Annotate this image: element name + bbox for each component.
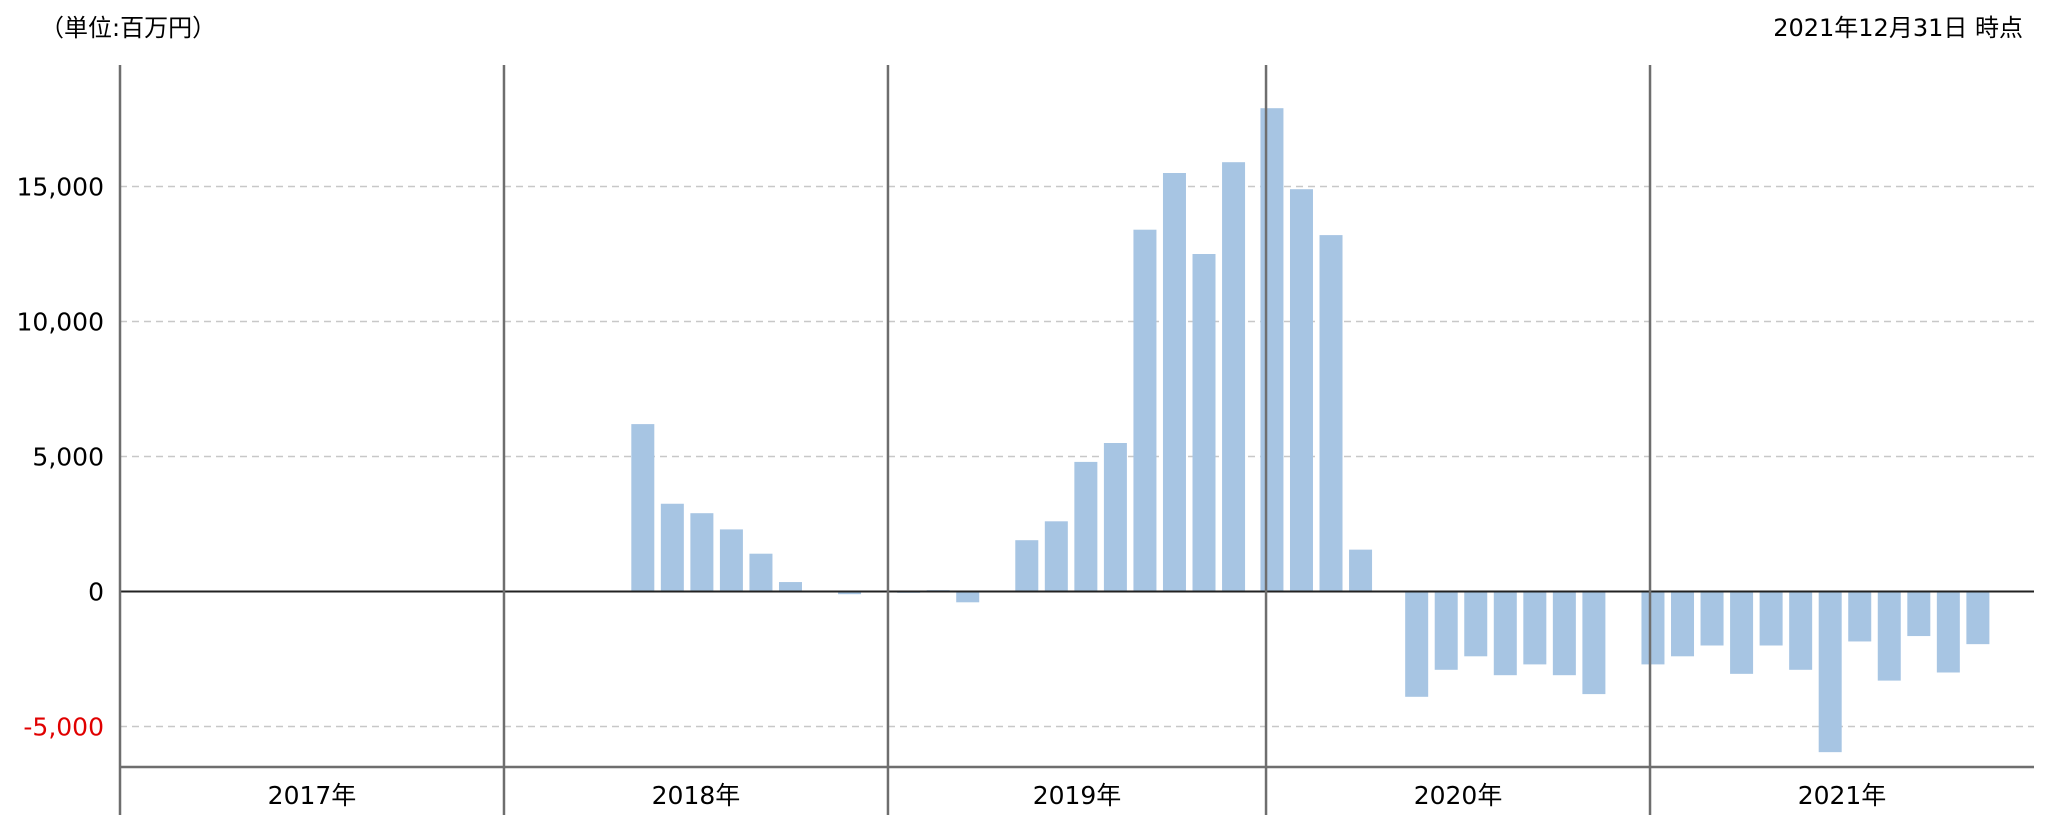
axis-labels: -5,000 0 5,000 10,000 15,000 2017年 2018年 2019年 2… — [17, 173, 1887, 811]
bar — [1192, 254, 1216, 592]
axes — [118, 65, 2034, 815]
y-tick-label: 15,000 — [17, 173, 104, 202]
bar — [1966, 591, 1990, 645]
bars — [631, 108, 1990, 753]
bar — [1260, 108, 1284, 592]
bar — [690, 513, 714, 592]
x-year-label: 2020年 — [1414, 781, 1503, 810]
bar — [1848, 591, 1872, 642]
x-year-label: 2021年 — [1798, 781, 1887, 810]
y-tick-label: 5,000 — [32, 443, 104, 472]
bar — [1289, 189, 1313, 592]
bar — [1523, 591, 1547, 665]
bar — [1877, 591, 1901, 681]
bar — [1222, 162, 1246, 592]
bar — [1700, 591, 1724, 646]
bar — [749, 553, 773, 592]
y-tick-label: 0 — [88, 578, 104, 607]
bar — [778, 582, 802, 592]
bar — [631, 424, 655, 592]
unit-label: （単位:百万円） — [40, 14, 217, 42]
bar — [1133, 229, 1157, 592]
x-year-label: 2019年 — [1033, 781, 1122, 810]
bar — [719, 529, 743, 592]
bar — [1074, 461, 1098, 592]
bar — [1434, 591, 1458, 670]
bar — [956, 591, 980, 603]
bar — [1641, 591, 1665, 665]
bar — [1162, 173, 1186, 592]
bar — [1818, 591, 1842, 753]
x-year-label: 2018年 — [652, 781, 741, 810]
bar — [1552, 591, 1576, 676]
gridlines — [120, 185, 2034, 728]
bar — [1103, 443, 1127, 592]
bar — [838, 591, 862, 595]
bar — [1730, 591, 1754, 674]
bar — [1464, 591, 1488, 657]
bar — [1493, 591, 1517, 676]
bar — [1405, 591, 1429, 697]
bar — [1671, 591, 1695, 657]
bar — [1789, 591, 1813, 670]
y-tick-label: -5,000 — [23, 713, 104, 742]
y-tick-label: 10,000 — [17, 308, 104, 337]
x-year-label: 2017年 — [268, 781, 357, 810]
as-of-date-label: 2021年12月31日 時点 — [1773, 14, 2023, 42]
bar — [1319, 235, 1343, 592]
bar — [660, 503, 684, 592]
bar — [1582, 591, 1606, 695]
bar — [1907, 591, 1931, 637]
bar — [1015, 540, 1039, 592]
bar — [1349, 549, 1373, 592]
bar — [1936, 591, 1960, 673]
bar — [1759, 591, 1783, 646]
bar — [1044, 521, 1068, 592]
